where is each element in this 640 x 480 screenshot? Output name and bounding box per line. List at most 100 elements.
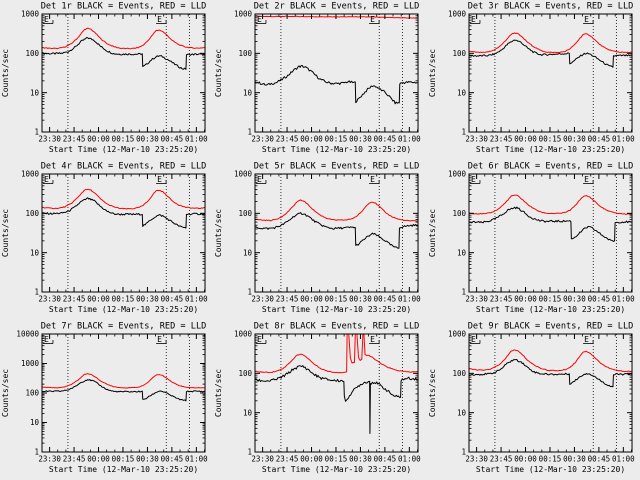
x-tick-label: 00:00: [301, 295, 324, 304]
plot-frame: [468, 13, 633, 133]
x-tick-label: 01:00: [185, 135, 208, 144]
x-tick-label: 23:45: [489, 135, 512, 144]
x-tick-label: 00:45: [161, 135, 184, 144]
x-tick-label: 00:15: [538, 295, 561, 304]
chart-panel-det-4r: 1000 100 10 1 23:30 23:45 00:00 00:15 00:30 00:45…: [0, 160, 213, 320]
eclipse-marker-label: E: [44, 15, 49, 24]
x-axis-label: Start Time (12-Mar-10 23:25:20): [262, 465, 411, 474]
x-tick-label: 23:30: [38, 135, 61, 144]
eclipse-marker-label: E: [257, 335, 262, 344]
chart-det-5r: 1000 100 10 123:30 23:45 00:00 00:15 00:30 00:45…: [214, 162, 421, 314]
chart-det-1r: 1000 100 10 123:30 23:45 00:00 00:15 00:30 00:45…: [1, 2, 208, 154]
x-tick-label: 23:30: [465, 135, 488, 144]
eclipse-marker-label: E: [257, 15, 262, 24]
y-tick-label: 1000: [234, 170, 253, 179]
x-axis-label: Start Time (12-Mar-10 23:25:20): [476, 305, 625, 314]
y-tick-label: 1000: [21, 170, 40, 179]
y-axis-label: Counts/sec: [214, 49, 223, 97]
x-tick-label: 23:45: [63, 135, 86, 144]
chart-det-7r: 10000 1000 100 10 123:30 23:45 00:00 00:15 00:30…: [1, 322, 208, 474]
chart-det-2r: 1000 100 10 123:30 23:45 00:00 00:15 00:30 00:45…: [214, 2, 421, 154]
plot-frame: [254, 333, 419, 453]
chart-title: Det 3r BLACK = Events, RED = LLD: [467, 2, 633, 12]
y-tick-label: 1: [461, 128, 466, 137]
x-tick-label: 23:30: [252, 135, 275, 144]
y-tick-label: 1000: [21, 10, 40, 19]
x-tick-label: 00:30: [349, 455, 372, 464]
x-tick-label: 01:00: [398, 135, 421, 144]
series-events: [41, 37, 206, 70]
chart-title: Det 5r BLACK = Events, RED = LLD: [254, 162, 420, 172]
chart-panel-det-8r: 1000 100 10 1 23:30 23:45 00:00 00:15 00:30 00:45…: [213, 320, 426, 480]
y-axis-label: Counts/sec: [1, 209, 10, 257]
eclipse-marker-label: E: [157, 335, 162, 344]
x-tick-label: 00:30: [563, 455, 586, 464]
series-lld: [255, 199, 419, 222]
series-lld: [468, 32, 632, 54]
plot-frame: [468, 333, 633, 453]
y-tick-label: 100: [452, 369, 466, 378]
y-axis-label: Counts/sec: [428, 49, 437, 97]
plot-frame: [41, 173, 206, 293]
y-tick-label: 1000: [448, 10, 467, 19]
x-axis-label: Start Time (12-Mar-10 23:25:20): [476, 465, 625, 474]
x-axis-label: Start Time (12-Mar-10 23:25:20): [262, 305, 411, 314]
series-lld: [255, 15, 419, 19]
chart-det-6r: 1000 100 10 123:30 23:45 00:00 00:15 00:30 00:45…: [428, 162, 635, 314]
x-tick-label: 23:45: [63, 295, 86, 304]
y-tick-label: 1: [461, 448, 466, 457]
x-tick-label: 00:15: [112, 135, 135, 144]
y-tick-label: 100: [452, 209, 466, 218]
y-tick-label: 10: [243, 248, 253, 257]
x-tick-label: 23:30: [252, 295, 275, 304]
y-tick-label: 1000: [234, 10, 253, 19]
x-tick-label: 23:45: [276, 135, 299, 144]
plot-frame: [41, 13, 206, 133]
x-tick-label: 00:15: [325, 295, 348, 304]
y-tick-label: 10: [30, 88, 40, 97]
x-tick-label: 00:30: [136, 455, 159, 464]
x-axis-label: Start Time (12-Mar-10 23:25:20): [49, 305, 198, 314]
series-events: [41, 197, 206, 229]
series-lld: [255, 333, 419, 374]
y-tick-label: 100: [239, 209, 253, 218]
x-tick-label: 01:00: [185, 455, 208, 464]
x-tick-label: 00:00: [301, 135, 324, 144]
y-axis-label: Counts/sec: [214, 209, 223, 257]
x-tick-label: 23:30: [252, 455, 275, 464]
x-tick-label: 23:30: [38, 295, 61, 304]
series-events: [41, 379, 206, 402]
y-tick-label: 100: [239, 369, 253, 378]
y-tick-label: 1000: [21, 359, 40, 368]
x-tick-label: 00:15: [538, 455, 561, 464]
chart-title: Det 7r BLACK = Events, RED = LLD: [41, 322, 207, 332]
x-tick-label: 00:45: [587, 135, 610, 144]
x-tick-label: 01:00: [398, 455, 421, 464]
y-tick-label: 100: [25, 209, 39, 218]
y-tick-label: 10000: [16, 330, 39, 339]
eclipse-marker-label: E: [471, 175, 476, 184]
plot-frame: [468, 173, 633, 293]
x-tick-label: 00:00: [514, 135, 537, 144]
series-events: [254, 64, 419, 105]
x-tick-label: 00:30: [563, 295, 586, 304]
x-tick-label: 00:45: [374, 295, 397, 304]
x-tick-label: 23:45: [63, 455, 86, 464]
series-lld: [41, 27, 206, 50]
x-tick-label: 01:00: [398, 295, 421, 304]
x-axis-label: Start Time (12-Mar-10 23:25:20): [49, 145, 198, 154]
x-tick-label: 01:00: [612, 295, 635, 304]
y-tick-label: 10: [457, 88, 467, 97]
x-axis-label: Start Time (12-Mar-10 23:25:20): [49, 465, 198, 474]
eclipse-marker-label: E: [257, 175, 262, 184]
x-tick-label: 00:30: [349, 295, 372, 304]
series-events: [255, 212, 419, 249]
x-tick-label: 00:15: [325, 455, 348, 464]
eclipse-marker-label: E: [370, 15, 375, 24]
chart-det-4r: 1000 100 10 123:30 23:45 00:00 00:15 00:30 00:45…: [1, 162, 208, 314]
y-tick-label: 100: [452, 49, 466, 58]
y-tick-label: 1: [248, 448, 253, 457]
plot-frame: [41, 333, 206, 453]
series-events: [468, 358, 632, 388]
